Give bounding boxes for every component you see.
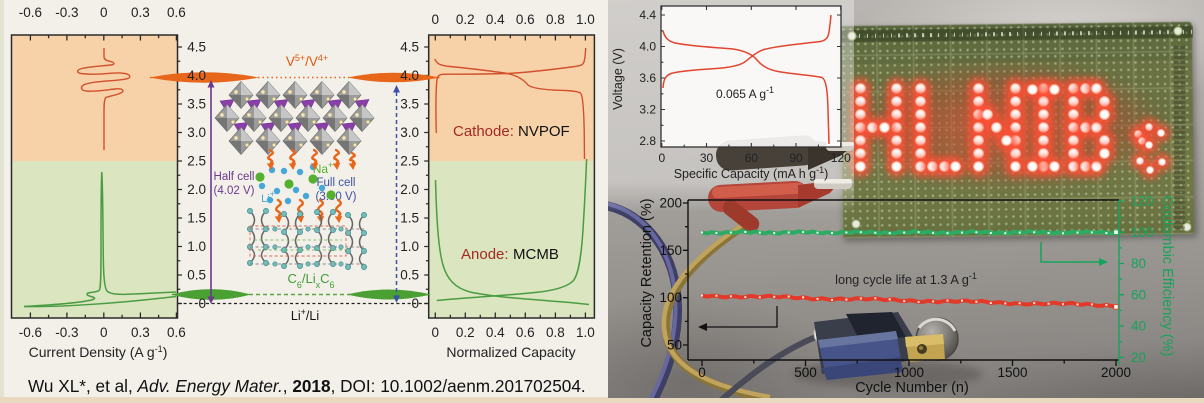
svg-text:Capacity Retention (%): Capacity Retention (%) <box>639 198 655 347</box>
svg-text:Anode:: Anode: <box>461 246 509 263</box>
svg-text:1.0: 1.0 <box>576 325 595 340</box>
svg-text:1000: 1000 <box>894 365 924 380</box>
svg-text:4.0: 4.0 <box>400 68 419 83</box>
svg-text:1.5: 1.5 <box>400 211 419 226</box>
svg-text:Wu XL*, et al, Adv. Energy Mat: Wu XL*, et al, Adv. Energy Mater., 2018,… <box>28 376 586 396</box>
svg-text:30: 30 <box>700 151 714 165</box>
svg-text:Voltage (V): Voltage (V) <box>611 48 625 110</box>
svg-text:0.5: 0.5 <box>400 268 419 283</box>
svg-text:0.2: 0.2 <box>456 325 475 340</box>
svg-text:100: 100 <box>1131 225 1154 240</box>
svg-text:Coulombic Efficiency (%): Coulombic Efficiency (%) <box>1159 196 1175 357</box>
svg-text:0.065 A g-1: 0.065 A g-1 <box>716 85 774 101</box>
svg-text:NVPOF: NVPOF <box>518 123 570 140</box>
svg-text:0: 0 <box>100 5 108 20</box>
svg-text:0.4: 0.4 <box>486 12 505 27</box>
svg-text:0.6: 0.6 <box>516 12 535 27</box>
svg-text:0: 0 <box>658 151 665 165</box>
svg-text:200: 200 <box>659 196 682 211</box>
svg-text:2.0: 2.0 <box>187 182 206 197</box>
svg-text:0.4: 0.4 <box>486 325 505 340</box>
svg-text:0: 0 <box>432 325 440 340</box>
svg-text:0.6: 0.6 <box>167 325 186 340</box>
svg-text:Cathode:: Cathode: <box>453 123 514 140</box>
svg-text:(3.90 V): (3.90 V) <box>316 191 357 203</box>
svg-text:1500: 1500 <box>997 365 1027 380</box>
svg-text:1.5: 1.5 <box>187 211 206 226</box>
svg-text:0.5: 0.5 <box>187 268 206 283</box>
svg-text:0.8: 0.8 <box>546 325 565 340</box>
svg-text:Half cell: Half cell <box>214 171 255 183</box>
svg-text:0: 0 <box>198 296 206 311</box>
svg-text:1.0: 1.0 <box>400 239 419 254</box>
svg-text:40: 40 <box>1131 319 1146 334</box>
svg-text:MCMB: MCMB <box>513 246 559 263</box>
svg-text:3.2: 3.2 <box>639 103 656 117</box>
svg-text:(4.02 V): (4.02 V) <box>214 185 255 197</box>
svg-text:60: 60 <box>745 151 759 165</box>
svg-text:-0.3: -0.3 <box>55 5 78 20</box>
svg-text:-0.3: -0.3 <box>55 325 78 340</box>
svg-text:-0.6: -0.6 <box>19 325 42 340</box>
svg-text:90: 90 <box>789 151 803 165</box>
svg-text:3.0: 3.0 <box>400 125 419 140</box>
svg-text:3.5: 3.5 <box>400 97 419 112</box>
svg-text:1.0: 1.0 <box>576 12 595 27</box>
svg-text:2.5: 2.5 <box>400 154 419 169</box>
svg-text:Normalized Capacity: Normalized Capacity <box>446 344 575 360</box>
svg-text:Cycle Number (n): Cycle Number (n) <box>855 380 969 396</box>
svg-text:4.5: 4.5 <box>400 40 419 55</box>
svg-text:120: 120 <box>1131 194 1154 209</box>
svg-text:120: 120 <box>831 151 851 165</box>
svg-text:0: 0 <box>411 296 419 311</box>
svg-text:0.6: 0.6 <box>167 5 186 20</box>
svg-text:1.0: 1.0 <box>187 239 206 254</box>
svg-text:Li+/Li: Li+/Li <box>291 307 319 323</box>
svg-text:4.5: 4.5 <box>187 40 206 55</box>
svg-text:2.5: 2.5 <box>187 154 206 169</box>
svg-text:4.4: 4.4 <box>639 8 656 22</box>
svg-text:150: 150 <box>659 243 682 258</box>
svg-text:100: 100 <box>659 290 682 305</box>
svg-text:2.0: 2.0 <box>400 182 419 197</box>
svg-text:50: 50 <box>667 338 682 353</box>
svg-text:500: 500 <box>794 365 817 380</box>
svg-text:Current Density (A g-1): Current Density (A g-1) <box>29 344 168 360</box>
svg-text:0: 0 <box>698 365 706 380</box>
svg-text:2000: 2000 <box>1101 365 1131 380</box>
svg-text:4.0: 4.0 <box>187 68 206 83</box>
svg-text:Specific Capacity (mA h g-1): Specific Capacity (mA h g-1) <box>674 165 829 181</box>
svg-text:80: 80 <box>1131 256 1146 271</box>
svg-text:0.2: 0.2 <box>456 12 475 27</box>
svg-text:2.8: 2.8 <box>639 134 656 148</box>
svg-text:0: 0 <box>100 325 108 340</box>
svg-text:20: 20 <box>1131 350 1146 365</box>
svg-text:3.6: 3.6 <box>639 71 656 85</box>
svg-text:0: 0 <box>432 12 440 27</box>
svg-text:0.6: 0.6 <box>516 325 535 340</box>
svg-text:Full cell: Full cell <box>317 177 356 189</box>
svg-text:0.3: 0.3 <box>131 325 150 340</box>
svg-text:3.0: 3.0 <box>187 125 206 140</box>
svg-text:0.3: 0.3 <box>131 5 150 20</box>
svg-text:0.8: 0.8 <box>546 12 565 27</box>
svg-text:3.5: 3.5 <box>187 97 206 112</box>
svg-text:60: 60 <box>1131 287 1146 302</box>
svg-text:long cycle life at 1.3 A g-1: long cycle life at 1.3 A g-1 <box>835 271 977 287</box>
svg-text:-0.6: -0.6 <box>19 5 42 20</box>
svg-text:4.0: 4.0 <box>639 40 656 54</box>
